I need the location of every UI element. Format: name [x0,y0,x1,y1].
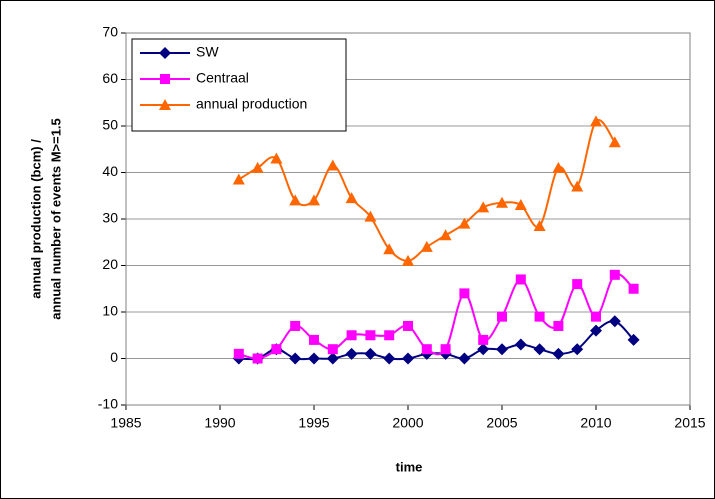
marker [289,352,302,365]
marker [497,311,507,322]
marker [571,343,584,356]
marker [458,217,471,229]
marker [477,343,490,356]
y-tick-label: -10 [98,396,118,412]
marker [402,352,414,365]
marker [440,344,451,355]
marker [459,288,470,299]
marker [496,343,508,356]
legend-marker [159,99,171,110]
marker [534,311,545,322]
marker [251,161,264,173]
y-tick-label: 50 [102,117,118,133]
legend-marker [159,47,171,59]
x-tick-label: 2000 [392,415,423,431]
marker [572,279,583,290]
marker [270,152,283,164]
marker [496,196,508,208]
marker [552,347,565,360]
y-tick-label: 70 [102,24,118,40]
marker [590,115,602,127]
marker [420,240,433,252]
marker [514,199,527,211]
marker [609,269,620,280]
legend: SW Centraal annual production [131,38,347,132]
marker [478,334,489,345]
marker [326,159,339,171]
x-tick-label: 1995 [298,415,329,431]
legend-label: annual production [196,96,307,112]
marker [289,194,302,206]
marker [533,343,546,356]
marker [383,352,396,365]
marker [608,315,621,328]
x-axis-title: time [396,459,423,474]
marker [327,344,338,355]
marker [271,344,282,355]
marker [552,161,565,173]
y-tick-label: 30 [102,210,118,226]
marker [403,320,413,331]
legend-label: SW [196,44,219,60]
x-tick-label: 2005 [486,415,517,431]
marker [627,333,640,346]
marker [345,347,358,360]
marker [458,352,471,365]
marker [402,254,414,266]
plot-frame [125,32,691,406]
marker [308,352,320,365]
marker [383,243,396,255]
y-tick-label: 60 [102,70,118,86]
marker [309,334,319,345]
marker [608,136,621,148]
y-tick-label: 0 [110,349,118,365]
marker [533,219,546,231]
marker [232,173,245,185]
marker [477,201,490,213]
marker [591,311,601,322]
series-line [238,273,635,360]
marker [233,348,244,359]
marker [421,344,432,355]
marker [384,330,395,341]
marker [590,324,602,337]
marker [290,320,301,331]
marker [439,229,452,241]
y-axis-title: annual number of events M>=1.5 [48,118,63,320]
marker [628,283,639,294]
marker [326,352,339,365]
legend-label: Centraal [196,70,249,86]
x-tick-label: 1990 [204,415,235,431]
x-tick-label: 2010 [580,415,611,431]
marker [346,330,357,341]
marker [571,180,584,192]
marker [514,338,527,351]
marker [252,353,263,364]
marker [553,320,564,331]
marker [308,194,320,206]
y-tick-label: 20 [102,256,118,272]
y-axis-title: annual production (bcm) / [28,139,43,299]
marker [515,274,526,285]
marker [364,210,377,222]
marker [365,330,376,341]
y-tick-label: 10 [102,303,118,319]
legend-marker [160,74,170,84]
x-tick-label: 1985 [110,415,141,431]
marker [364,347,377,360]
marker [345,192,358,204]
y-tick-label: 40 [102,163,118,179]
x-tick-label: 2015 [674,415,705,431]
